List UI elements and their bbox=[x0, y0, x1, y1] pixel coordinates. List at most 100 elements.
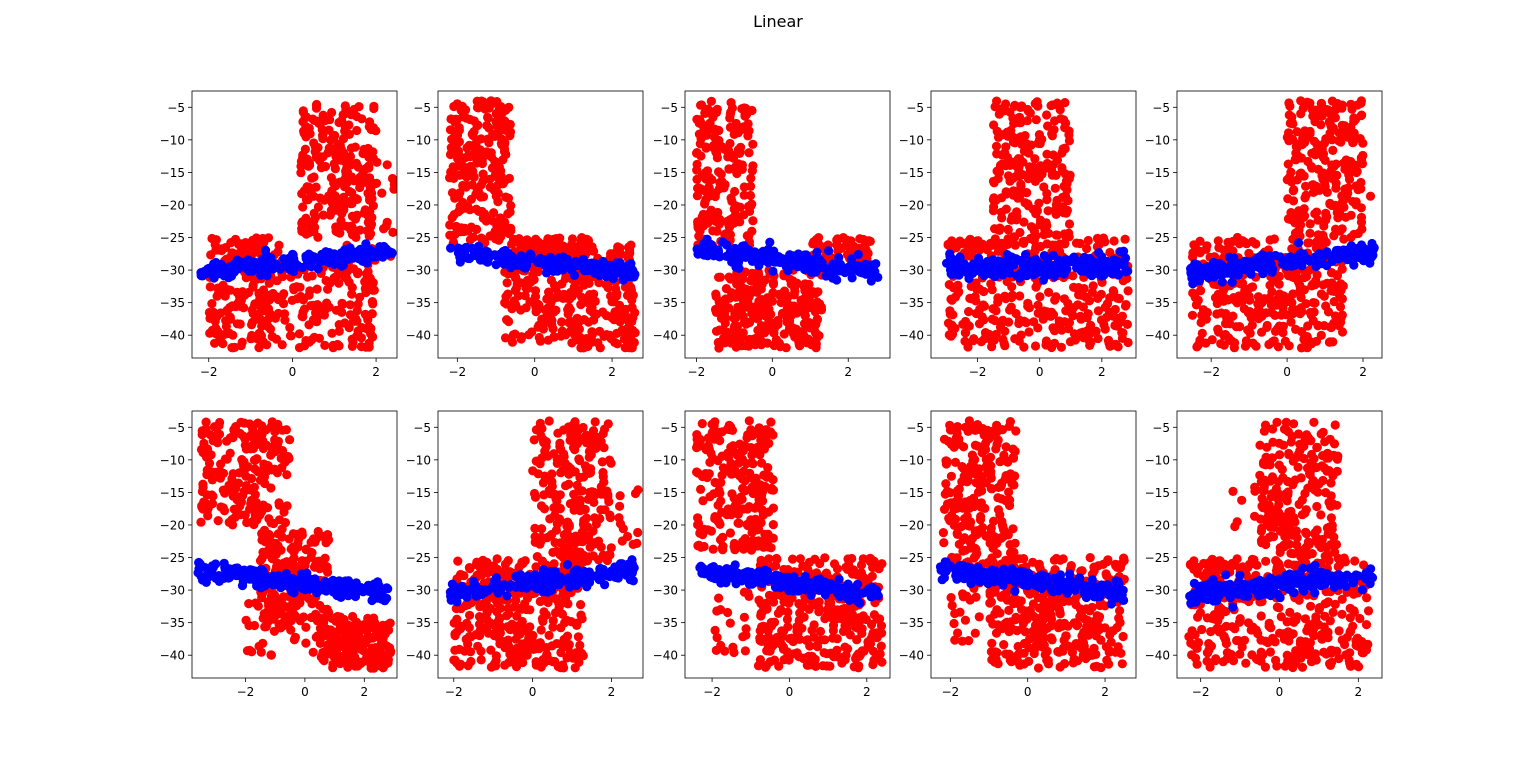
scatter-points bbox=[445, 96, 640, 353]
data-point-red bbox=[340, 101, 350, 111]
data-point-red bbox=[538, 324, 549, 334]
data-point-red bbox=[1336, 313, 1346, 323]
data-point-red bbox=[1187, 310, 1198, 320]
data-point-red bbox=[1335, 226, 1345, 236]
data-point-red bbox=[352, 125, 362, 136]
data-point-red bbox=[1015, 291, 1025, 301]
scatter-points bbox=[193, 417, 396, 673]
data-point-blue bbox=[337, 261, 347, 271]
data-point-red bbox=[1316, 105, 1326, 115]
data-point-red bbox=[270, 313, 280, 323]
data-point-blue bbox=[1194, 269, 1204, 279]
data-point-red bbox=[544, 240, 554, 250]
data-point-red bbox=[1010, 100, 1020, 110]
data-point-red bbox=[213, 516, 223, 526]
data-point-red bbox=[256, 475, 267, 485]
data-point-red bbox=[353, 162, 363, 172]
data-point-red bbox=[722, 327, 732, 337]
data-point-red bbox=[693, 219, 703, 230]
data-point-red bbox=[250, 490, 260, 500]
data-point-red bbox=[1291, 231, 1301, 241]
data-point-red bbox=[247, 320, 257, 330]
data-point-red bbox=[696, 100, 706, 110]
data-point-blue bbox=[361, 246, 371, 256]
data-point-red bbox=[750, 270, 760, 280]
y-tick-label: −10 bbox=[160, 453, 185, 467]
data-point-red bbox=[322, 563, 332, 573]
data-point-red bbox=[1344, 174, 1355, 184]
data-point-red bbox=[358, 645, 368, 655]
data-point-red bbox=[341, 632, 351, 642]
data-point-red bbox=[550, 283, 561, 293]
data-point-red bbox=[1078, 302, 1088, 312]
data-point-red bbox=[453, 146, 463, 156]
data-point-red bbox=[741, 299, 751, 309]
data-point-red bbox=[1337, 327, 1348, 337]
data-point-red bbox=[329, 273, 339, 283]
data-point-red bbox=[478, 176, 488, 186]
data-point-red bbox=[1055, 105, 1065, 115]
data-point-red bbox=[369, 613, 379, 623]
y-tick-label: −35 bbox=[406, 296, 431, 310]
data-point-red bbox=[313, 202, 323, 212]
data-point-red bbox=[785, 316, 795, 326]
data-point-blue bbox=[736, 252, 747, 263]
data-point-red bbox=[327, 107, 337, 118]
data-point-red bbox=[298, 295, 308, 305]
data-point-blue bbox=[803, 259, 813, 269]
data-point-red bbox=[347, 226, 357, 236]
data-point-red bbox=[1285, 101, 1295, 111]
data-point-red bbox=[364, 122, 374, 132]
x-tick-label: 0 bbox=[289, 365, 297, 379]
data-point-red bbox=[783, 291, 793, 301]
data-point-red bbox=[1347, 104, 1357, 114]
data-point-blue bbox=[959, 259, 969, 269]
data-point-red bbox=[350, 142, 360, 152]
data-point-red bbox=[307, 599, 317, 609]
data-point-red bbox=[764, 325, 774, 335]
data-point-red bbox=[482, 134, 493, 144]
data-point-red bbox=[354, 177, 364, 187]
data-point-red bbox=[1201, 314, 1211, 324]
data-point-red bbox=[318, 531, 328, 542]
data-point-red bbox=[228, 343, 238, 353]
data-point-red bbox=[292, 529, 302, 540]
data-point-red bbox=[272, 562, 282, 572]
data-point-blue bbox=[1080, 256, 1090, 266]
data-point-red bbox=[306, 612, 316, 623]
data-point-red bbox=[948, 283, 959, 293]
data-point-red bbox=[478, 192, 489, 202]
data-point-red bbox=[969, 334, 979, 344]
data-point-red bbox=[625, 287, 636, 297]
data-point-red bbox=[242, 646, 253, 656]
data-point-red bbox=[1021, 318, 1031, 328]
data-point-red bbox=[344, 186, 355, 197]
data-point-red bbox=[1327, 200, 1337, 211]
x-tick-label: −2 bbox=[1202, 365, 1220, 379]
x-tick-label: −2 bbox=[200, 365, 218, 379]
data-point-red bbox=[365, 222, 376, 232]
data-point-red bbox=[241, 481, 251, 491]
data-point-red bbox=[567, 234, 578, 244]
data-point-red bbox=[1262, 322, 1272, 332]
data-point-red bbox=[1328, 145, 1338, 155]
data-point-red bbox=[799, 308, 809, 318]
data-point-red bbox=[1091, 326, 1101, 336]
data-point-blue bbox=[952, 263, 962, 274]
data-point-blue bbox=[1037, 264, 1047, 274]
data-point-blue bbox=[1250, 262, 1260, 272]
data-point-red bbox=[206, 450, 216, 460]
data-point-red bbox=[1313, 321, 1323, 331]
data-point-red bbox=[1022, 139, 1032, 149]
data-point-red bbox=[1023, 301, 1033, 311]
data-point-red bbox=[279, 507, 289, 517]
data-point-red bbox=[1351, 167, 1361, 178]
data-point-blue bbox=[371, 248, 381, 258]
data-point-red bbox=[1334, 290, 1344, 300]
y-tick-label: −40 bbox=[160, 329, 185, 343]
data-point-red bbox=[1286, 317, 1296, 327]
data-point-red bbox=[1327, 135, 1337, 145]
data-point-red bbox=[511, 300, 521, 310]
data-point-red bbox=[1272, 294, 1282, 305]
data-point-red bbox=[493, 197, 503, 207]
